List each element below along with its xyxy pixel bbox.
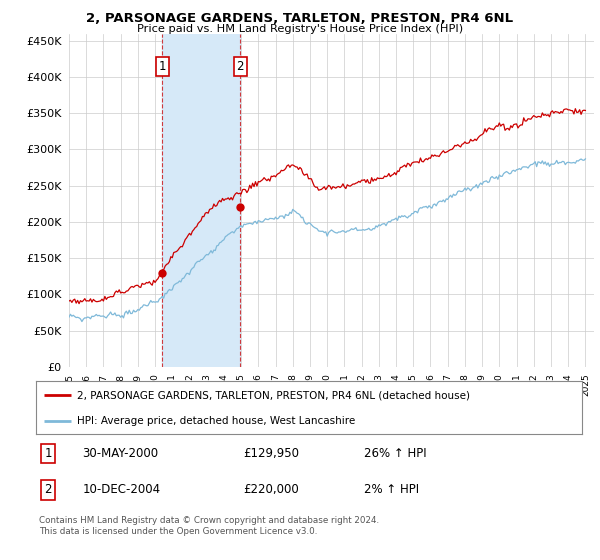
Text: 26% ↑ HPI: 26% ↑ HPI: [364, 447, 426, 460]
Text: 1: 1: [44, 447, 52, 460]
Text: Price paid vs. HM Land Registry's House Price Index (HPI): Price paid vs. HM Land Registry's House …: [137, 24, 463, 34]
Text: HPI: Average price, detached house, West Lancashire: HPI: Average price, detached house, West…: [77, 416, 355, 426]
Text: 1: 1: [158, 60, 166, 73]
Text: 2, PARSONAGE GARDENS, TARLETON, PRESTON, PR4 6NL (detached house): 2, PARSONAGE GARDENS, TARLETON, PRESTON,…: [77, 390, 470, 400]
Text: 2% ↑ HPI: 2% ↑ HPI: [364, 483, 419, 496]
Text: 2: 2: [44, 483, 52, 496]
Bar: [162, 34, 240, 367]
Text: £220,000: £220,000: [244, 483, 299, 496]
Text: 30-MAY-2000: 30-MAY-2000: [82, 447, 158, 460]
Text: 2: 2: [236, 60, 244, 73]
Text: Contains HM Land Registry data © Crown copyright and database right 2024.
This d: Contains HM Land Registry data © Crown c…: [39, 516, 379, 536]
Text: 2, PARSONAGE GARDENS, TARLETON, PRESTON, PR4 6NL: 2, PARSONAGE GARDENS, TARLETON, PRESTON,…: [86, 12, 514, 25]
Text: £129,950: £129,950: [244, 447, 299, 460]
Text: 10-DEC-2004: 10-DEC-2004: [82, 483, 161, 496]
